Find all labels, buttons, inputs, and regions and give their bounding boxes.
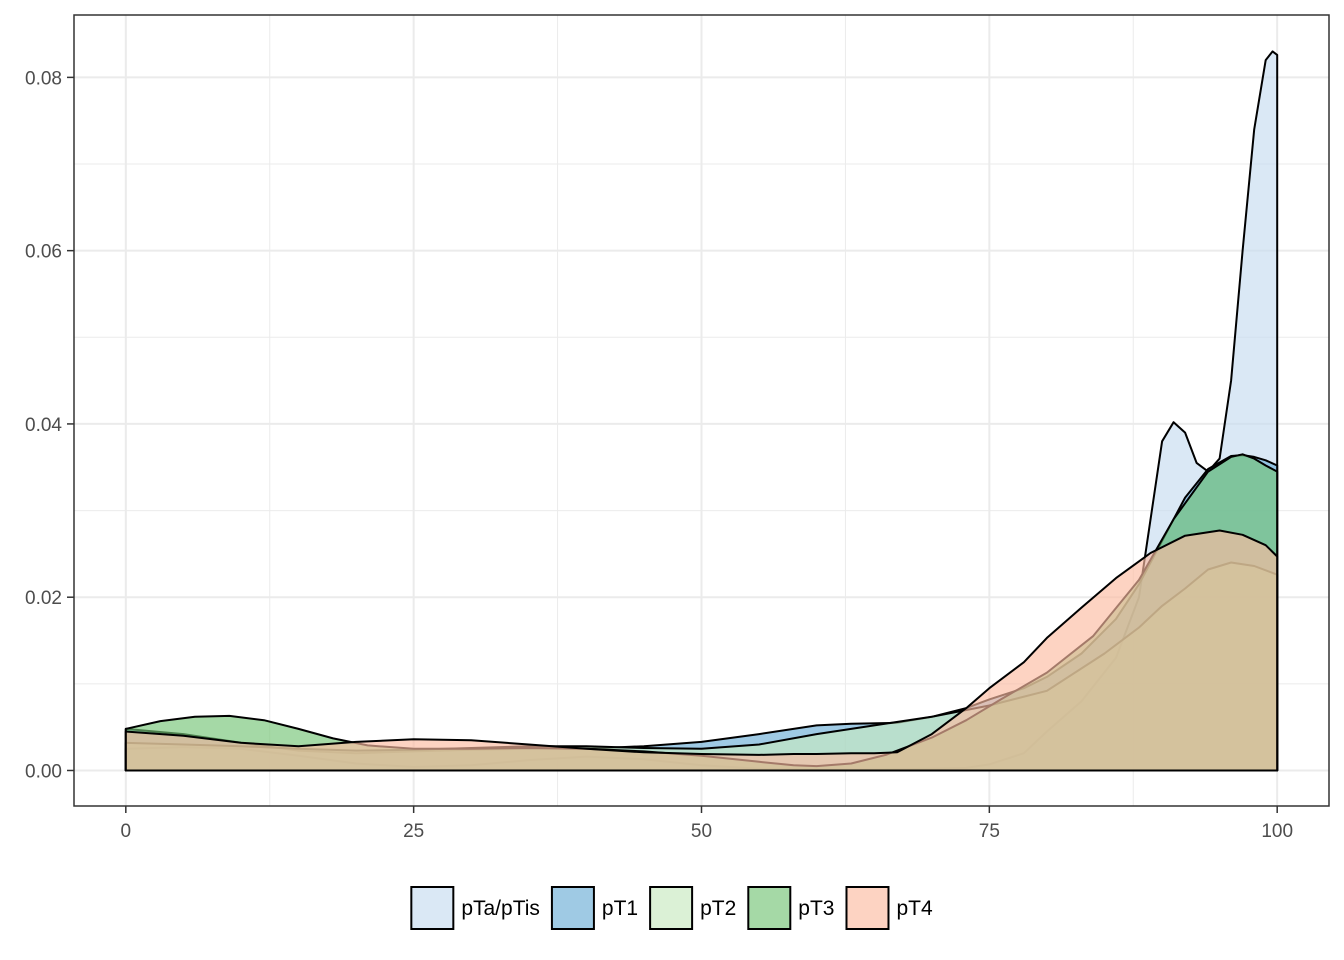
legend-label-pt4: pT4	[896, 897, 933, 920]
y-tick-label: 0.00	[25, 761, 62, 782]
x-tick-label: 100	[1261, 821, 1293, 842]
legend-key-pta-ptis	[411, 887, 453, 929]
legend-label-pta-ptis: pTa/pTis	[461, 897, 540, 920]
x-tick-label: 50	[691, 821, 712, 842]
legend-key-pt3	[748, 887, 790, 929]
legend-label-pt2: pT2	[700, 897, 736, 920]
plot-area	[74, 15, 1329, 806]
x-tick-label: 25	[403, 821, 424, 842]
legend-key-pt1	[552, 887, 594, 929]
legend-label-pt1: pT1	[602, 897, 638, 920]
x-tick-label: 0	[121, 821, 132, 842]
y-tick-label: 0.02	[25, 588, 62, 609]
legend-label-pt3: pT3	[798, 897, 834, 920]
legend-key-pt4	[846, 887, 888, 929]
y-tick-label: 0.04	[25, 415, 62, 436]
legend-key-pt2	[650, 887, 692, 929]
x-tick-label: 75	[979, 821, 1000, 842]
y-tick-label: 0.08	[25, 68, 62, 89]
y-tick-label: 0.06	[25, 242, 62, 263]
